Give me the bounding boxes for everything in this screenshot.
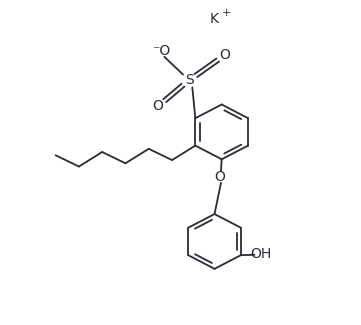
Text: O: O xyxy=(152,99,164,113)
Text: ⁻O: ⁻O xyxy=(152,44,170,58)
Text: OH: OH xyxy=(250,248,271,262)
Text: +: + xyxy=(221,8,231,18)
Text: O: O xyxy=(219,47,230,61)
Text: K: K xyxy=(210,12,219,26)
Text: S: S xyxy=(185,73,194,87)
Text: O: O xyxy=(214,170,225,184)
